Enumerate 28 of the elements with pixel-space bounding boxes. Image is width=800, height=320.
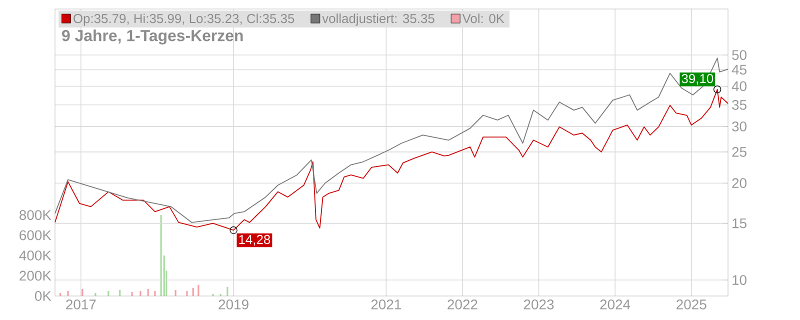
- x-tick-label: 2023: [524, 300, 554, 310]
- y-tick-label: 10: [732, 275, 747, 285]
- x-tick-label: 2021: [371, 300, 401, 310]
- y-tick-label: 45: [732, 64, 746, 75]
- y2-tick-label: 600K: [20, 230, 52, 240]
- legend-label: Vol: 0K: [462, 14, 504, 24]
- y2-tick-label: 200K: [20, 270, 52, 281]
- y2-tick-label: 0K: [34, 291, 52, 301]
- legend-label: volladjustiert: 35.35: [322, 14, 434, 26]
- line-series: [54, 58, 728, 223]
- y-tick-label: 35: [732, 100, 746, 110]
- legend-label: Op:35.79, Hi:35.99, Lo:35.23, Cl:35.35: [74, 14, 294, 26]
- y-tick-label: 20: [732, 178, 747, 188]
- text: 9 Jahre, 1-Tages-Kerzen: [62, 30, 243, 44]
- x-tick-label: 2024: [600, 300, 630, 310]
- y-tick-label: 25: [732, 146, 746, 157]
- y2-tick-label: 400K: [19, 250, 52, 260]
- y2-tick-label: 800K: [20, 210, 52, 220]
- x-tick-label: 2019: [218, 300, 248, 310]
- y-tick-label: 50: [732, 50, 747, 60]
- annotation: 14,28: [239, 234, 270, 246]
- y-tick-label: 30: [732, 121, 747, 132]
- annotation: 39,10: [682, 74, 714, 85]
- x-tick-label: 2022: [448, 300, 478, 310]
- x-tick-label: 2025: [676, 300, 706, 310]
- y-tick-label: 40: [732, 81, 747, 92]
- x-tick-label: 2017: [66, 300, 96, 310]
- y-tick-label: 15: [732, 218, 746, 228]
